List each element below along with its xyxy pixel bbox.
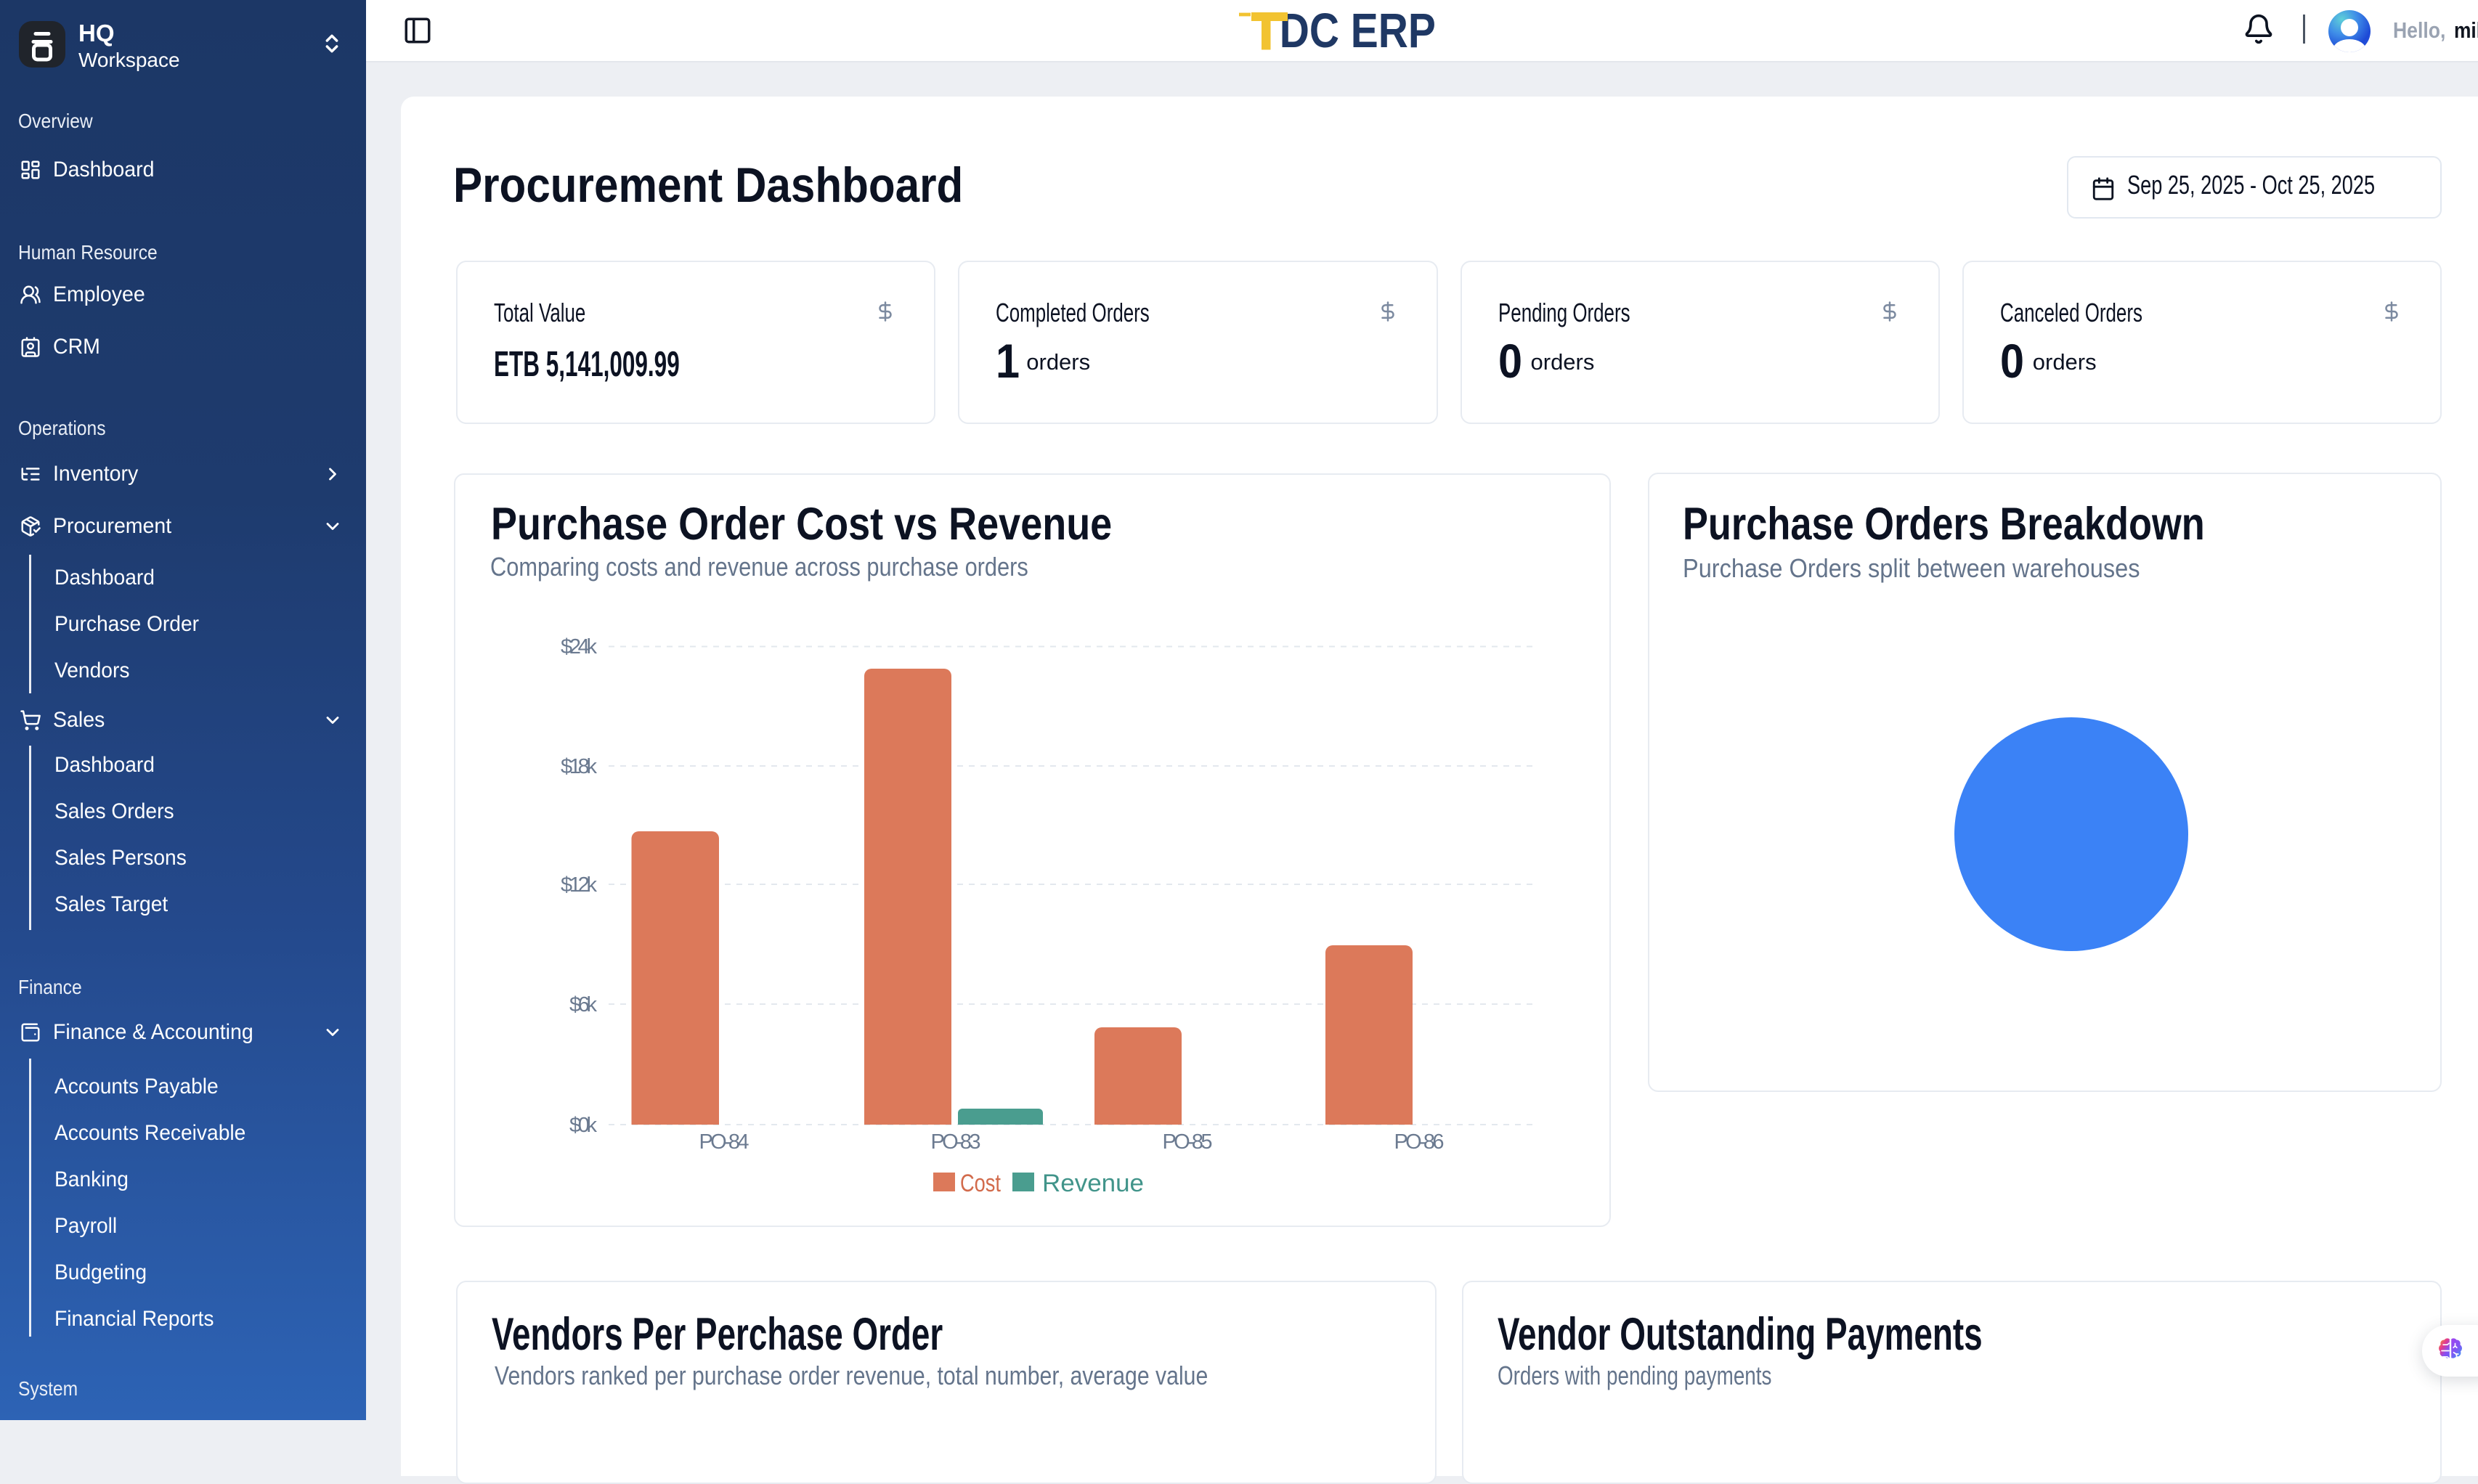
svg-text:$18k: $18k bbox=[561, 755, 598, 778]
svg-text:PO-85: PO-85 bbox=[1163, 1130, 1213, 1154]
svg-text:$12k: $12k bbox=[561, 873, 598, 897]
svg-text:Revenue: Revenue bbox=[1042, 1170, 1144, 1197]
svg-text:DC ERP: DC ERP bbox=[1280, 4, 1436, 58]
svg-text:$24k: $24k bbox=[561, 635, 598, 659]
svg-text:PO-84: PO-84 bbox=[699, 1130, 750, 1154]
svg-text:Cost: Cost bbox=[960, 1170, 1001, 1197]
svg-text:PO-86: PO-86 bbox=[1394, 1130, 1445, 1154]
svg-text:$6k: $6k bbox=[569, 993, 598, 1016]
svg-text:$0k: $0k bbox=[569, 1114, 598, 1137]
svg-text:PO-83: PO-83 bbox=[931, 1130, 981, 1154]
